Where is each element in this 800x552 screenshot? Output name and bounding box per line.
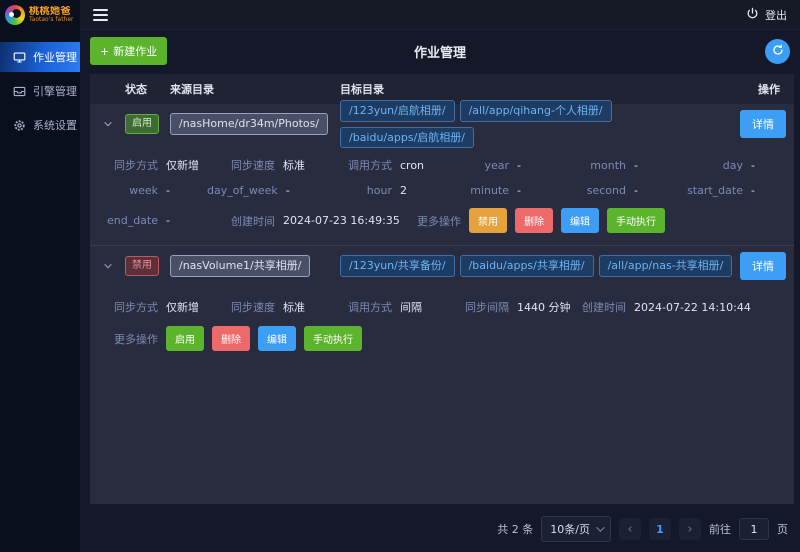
column-header-target: 目标目录 <box>340 83 384 96</box>
status-badge: 启用 <box>125 114 159 134</box>
plus-icon: + <box>100 44 110 58</box>
sidebar-item-settings[interactable]: 系统设置 <box>0 110 80 140</box>
source-dir-tag: /nasVolume1/共享相册/ <box>170 255 311 277</box>
goto-label: 前往 <box>709 523 731 536</box>
new-job-button[interactable]: + 新建作业 <box>90 37 168 65</box>
page-size-select[interactable]: 10条/页 <box>541 516 611 542</box>
chevron-down-icon <box>103 263 112 269</box>
next-page-button[interactable]: › <box>679 518 701 540</box>
logo-title: 桃桃她爸 <box>29 6 71 18</box>
enable-button[interactable]: 启用 <box>166 326 204 351</box>
column-header-status: 状态 <box>125 83 147 96</box>
main-content: 作业管理 + 新建作业 状态 来源目录 目标目录 操作 启用 <box>80 30 800 552</box>
page-title: 作业管理 <box>413 45 466 61</box>
target-dir-tag: /baidu/apps/共享相册/ <box>459 255 594 277</box>
logo-icon <box>5 5 25 25</box>
table-row-job-1: 启用 /nasHome/dr34m/Photos/ /123yun/启航相册/ … <box>90 100 794 245</box>
expand-row-button[interactable] <box>90 119 125 129</box>
status-badge: 禁用 <box>125 256 159 276</box>
table-header-row: 状态 来源目录 目标目录 操作 <box>90 74 794 104</box>
sidebar-item-label: 引擎管理 <box>33 85 77 98</box>
monitor-icon <box>13 51 26 64</box>
current-page[interactable]: 1 <box>649 518 671 540</box>
column-header-source: 来源目录 <box>170 83 214 96</box>
target-dir-tag: /baidu/apps/启航相册/ <box>340 126 474 148</box>
manual-run-button[interactable]: 手动执行 <box>304 326 362 351</box>
refresh-button[interactable] <box>765 38 790 64</box>
goto-page-input[interactable] <box>739 518 769 540</box>
edit-button[interactable]: 编辑 <box>561 208 599 233</box>
app-logo: 桃桃她爸 Taotao's father <box>0 0 80 30</box>
sidebar-menu: 作业管理 引擎管理 系统设置 <box>0 42 80 140</box>
target-dir-tag: /123yun/启航相册/ <box>340 100 455 122</box>
topbar: 登出 <box>80 0 800 30</box>
collapse-sidebar-icon[interactable] <box>93 8 108 21</box>
disable-button[interactable]: 禁用 <box>469 208 507 233</box>
table-row-job-2: 禁用 /nasVolume1/共享相册/ /123yun/共享备份/ /baid… <box>90 245 794 363</box>
detail-button[interactable]: 详情 <box>740 252 786 280</box>
sidebar-item-label: 系统设置 <box>33 119 77 132</box>
sidebar-item-jobs[interactable]: 作业管理 <box>0 42 80 72</box>
gear-icon <box>13 119 26 132</box>
target-dir-tag: /all/app/qihang-个人相册/ <box>459 100 612 122</box>
power-icon <box>746 7 759 23</box>
source-dir-tag: /nasHome/dr34m/Photos/ <box>170 113 329 135</box>
jobs-table: 状态 来源目录 目标目录 操作 启用 /nasHome/dr34m/Photos… <box>90 74 794 504</box>
logout-button[interactable]: 登出 <box>746 7 787 23</box>
chevron-down-icon <box>596 523 605 532</box>
edit-button[interactable]: 编辑 <box>258 326 296 351</box>
more-actions-label: 更多操作 <box>114 332 158 346</box>
delete-button[interactable]: 删除 <box>515 208 553 233</box>
chevron-down-icon <box>103 121 112 127</box>
logout-label: 登出 <box>765 8 787 22</box>
target-dir-tag: /123yun/共享备份/ <box>340 255 455 277</box>
logo-subtitle: Taotao's father <box>29 16 74 24</box>
pagination: 共 2 条 10条/页 ‹ 1 › 前往 页 <box>497 516 788 542</box>
job-details: 同步方式 仅新增 同步速度 标准 调用方式 cron year - month - day… <box>90 144 794 245</box>
expand-row-button[interactable] <box>90 261 125 271</box>
page-unit-label: 页 <box>777 523 788 536</box>
engine-icon <box>13 85 26 98</box>
prev-page-button[interactable]: ‹ <box>619 518 641 540</box>
job-details: 同步方式 仅新增 同步速度 标准 调用方式 间隔 同步间隔 1440 分钟 创建时间 20… <box>90 286 794 363</box>
manual-run-button[interactable]: 手动执行 <box>607 208 665 233</box>
detail-button[interactable]: 详情 <box>740 110 786 138</box>
column-header-action: 操作 <box>758 83 780 96</box>
total-count: 共 2 条 <box>497 523 534 536</box>
sidebar: 桃桃她爸 Taotao's father 作业管理 引擎管理 系统设置 <box>0 0 80 552</box>
target-dir-tag: /all/app/nas-共享相册/ <box>598 255 733 277</box>
more-actions-label: 更多操作 <box>417 214 461 228</box>
content-header: 作业管理 + 新建作业 <box>80 30 800 72</box>
delete-button[interactable]: 删除 <box>212 326 250 351</box>
refresh-icon <box>772 44 784 59</box>
sidebar-item-engines[interactable]: 引擎管理 <box>0 76 80 106</box>
sidebar-item-label: 作业管理 <box>33 51 77 64</box>
